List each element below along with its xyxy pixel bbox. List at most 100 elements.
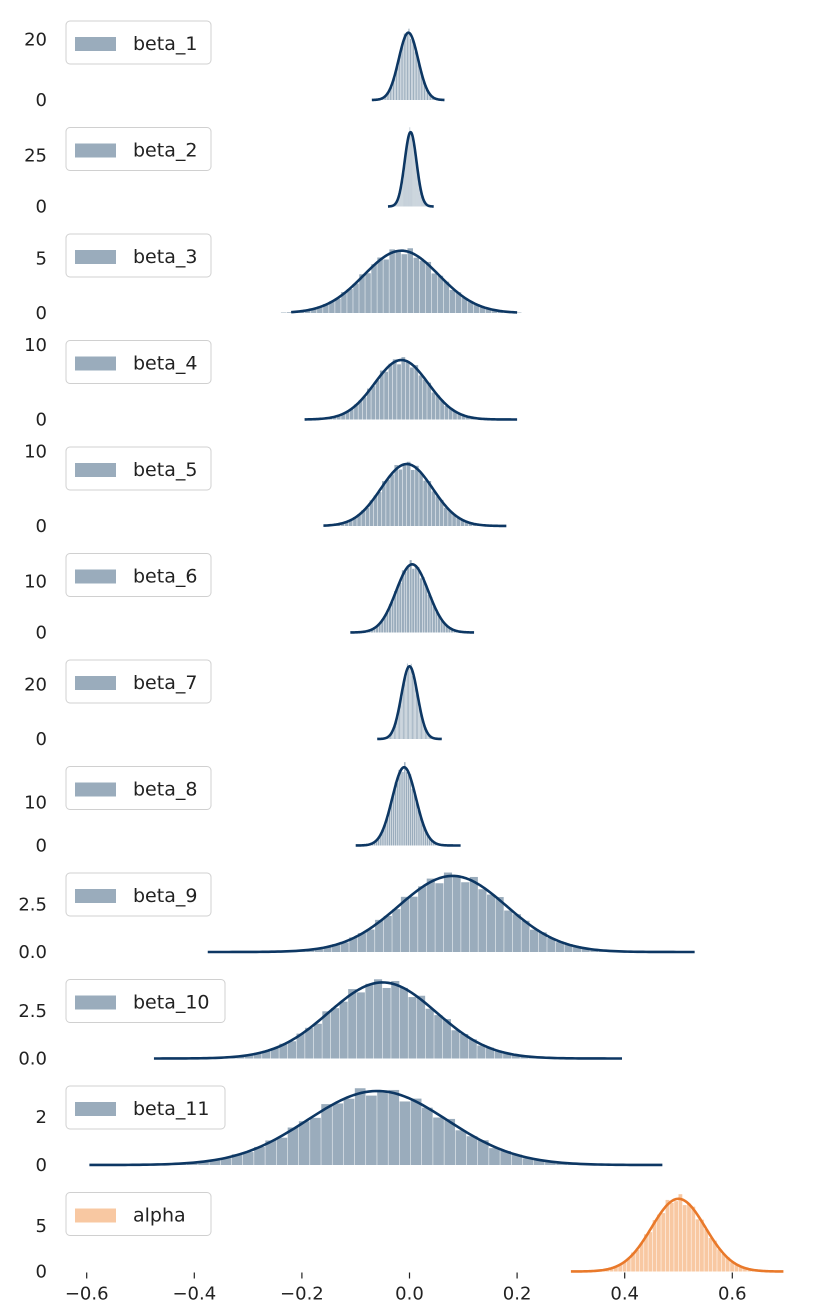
y-tick-label: 0.0	[18, 1049, 47, 1070]
legend-swatch	[75, 463, 116, 477]
histogram-bar	[399, 582, 402, 633]
legend-label: beta_6	[133, 566, 197, 588]
histogram-bar	[444, 507, 448, 526]
histogram-bar	[460, 519, 465, 526]
histogram-bar	[391, 980, 400, 1059]
histogram-bar	[477, 1045, 486, 1059]
histogram-bar	[456, 518, 461, 526]
histogram-bar	[347, 289, 353, 313]
histogram-bar	[422, 79, 424, 100]
histogram-bar	[734, 1264, 739, 1272]
histogram-bar	[394, 782, 397, 846]
histogram-bar	[450, 629, 454, 633]
legend-label: beta_2	[133, 140, 197, 162]
histogram-bar	[427, 733, 429, 739]
histogram-bar	[405, 37, 407, 100]
histogram-bar	[414, 147, 415, 207]
histogram-bar	[391, 601, 394, 633]
histogram-bar	[383, 825, 385, 846]
histogram-bar	[322, 1011, 331, 1059]
legend-box	[65, 20, 212, 65]
kde-line	[304, 358, 518, 421]
histogram-bar	[461, 415, 466, 420]
histogram-bar	[717, 1249, 722, 1272]
histogram-bar	[511, 1054, 520, 1059]
histogram-bar	[428, 93, 430, 100]
histogram-bar	[388, 1089, 400, 1165]
histogram-bar	[691, 1206, 696, 1272]
histogram-bar	[397, 711, 399, 739]
histogram-bar	[419, 68, 421, 100]
panel-alpha: 0 5 alpha	[36, 1192, 784, 1283]
histogram-bar	[489, 1148, 500, 1165]
histogram-bar	[409, 127, 411, 207]
histogram-bar	[231, 1154, 243, 1165]
histogram-bar	[631, 1252, 635, 1272]
histogram-bar	[555, 942, 564, 952]
histogram-bar	[443, 872, 453, 952]
histogram-bar	[721, 1254, 726, 1272]
histogram-bar	[451, 1030, 460, 1059]
histogram-bar	[400, 768, 402, 846]
histogram-bar	[457, 413, 462, 420]
y-tick-label: 0	[36, 623, 47, 644]
histogram-bar	[415, 154, 416, 207]
histogram-bar	[404, 762, 406, 846]
histogram-bar	[460, 1034, 469, 1059]
histogram-bar	[442, 1019, 451, 1059]
histogram-bar	[400, 694, 402, 739]
histogram-bar	[417, 995, 426, 1059]
histogram-bar	[329, 301, 335, 313]
histogram-bar	[432, 842, 434, 846]
histogram-bar	[389, 249, 395, 313]
histogram-bar	[253, 1052, 262, 1059]
histogram-bar	[425, 261, 432, 313]
y-tick-label: 0	[36, 303, 47, 324]
histogram-bar	[421, 820, 423, 846]
legend-label: beta_1	[133, 33, 197, 55]
histogram-bar	[422, 577, 425, 633]
histogram-bar	[409, 560, 412, 633]
x-tick-label: 0.2	[503, 1284, 532, 1305]
histogram-bar	[435, 496, 440, 526]
histogram-bar	[310, 1117, 321, 1165]
histogram-bar	[317, 307, 323, 313]
histogram-bar	[392, 909, 401, 952]
histogram-bar	[639, 1242, 644, 1272]
kde-line	[89, 1089, 663, 1167]
histogram-bar	[533, 1159, 545, 1165]
histogram-bar	[387, 815, 389, 846]
histogram-bar	[408, 997, 417, 1059]
histogram-bar	[392, 359, 397, 420]
histogram-bar	[404, 571, 407, 633]
histogram-bar	[381, 619, 384, 633]
histogram-bar	[399, 987, 408, 1059]
histogram-bar	[419, 473, 423, 526]
histogram-bar	[408, 668, 409, 739]
histogram-bar	[669, 1202, 674, 1272]
histogram-bar	[398, 469, 403, 526]
histogram-bar	[396, 783, 398, 846]
histogram-bar	[421, 1107, 433, 1165]
histogram-bar	[618, 1264, 623, 1272]
y-tick-label: 20	[24, 29, 47, 50]
histogram-bar	[404, 153, 406, 207]
panel-beta-7: 0 20 beta_7	[24, 659, 443, 750]
histogram-bar	[425, 1008, 434, 1059]
histogram-bar	[401, 693, 403, 739]
kde-line	[323, 462, 507, 528]
histogram-bar	[434, 1015, 443, 1059]
histogram-bar	[422, 198, 424, 207]
histogram-bar	[420, 187, 421, 207]
histogram-bar	[415, 465, 419, 526]
histogram-bar	[198, 1161, 209, 1165]
histogram-bar	[420, 71, 422, 100]
histogram-bar	[424, 830, 427, 846]
histogram-bar	[386, 93, 388, 100]
histogram-bar	[674, 1201, 678, 1272]
histogram-bar	[423, 725, 425, 739]
histogram-bar	[465, 416, 470, 420]
histogram-bar	[448, 628, 451, 633]
histogram-bar	[415, 798, 417, 846]
histogram-bar	[414, 365, 419, 420]
